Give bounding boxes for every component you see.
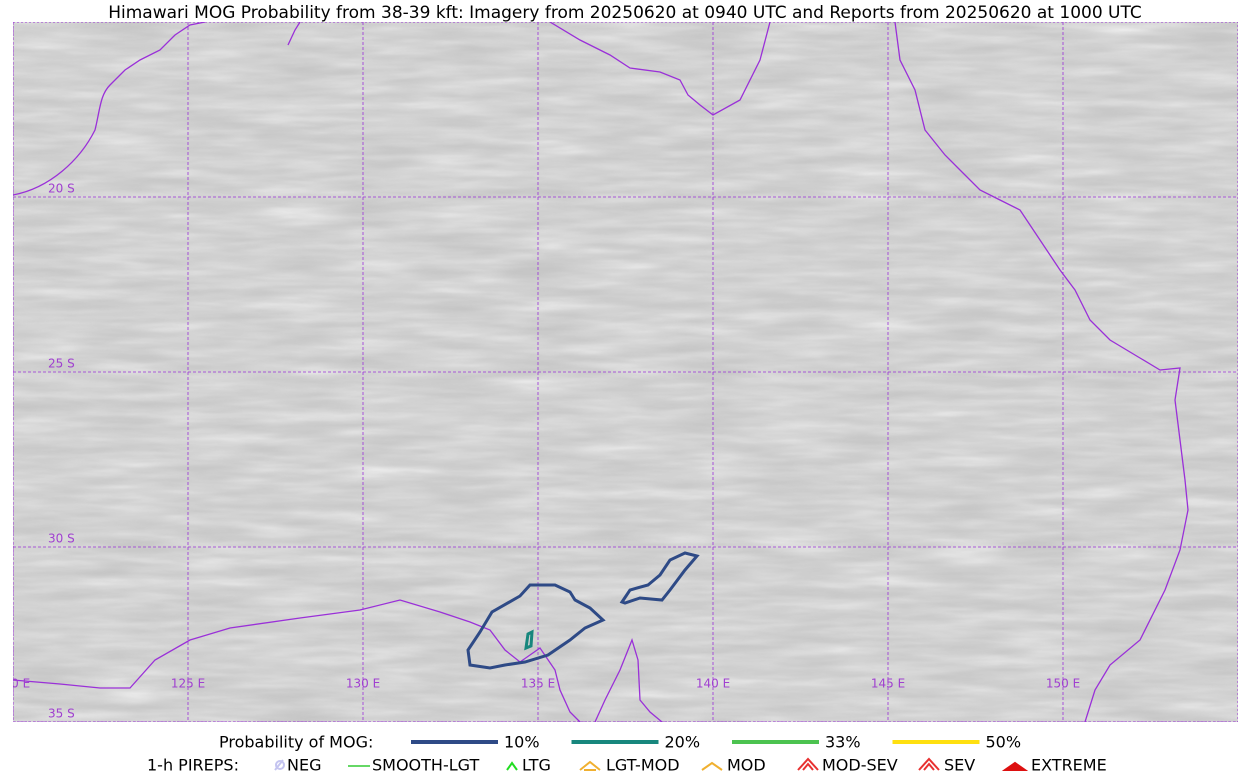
contour-10 xyxy=(466,583,606,670)
lat-label: 25 S xyxy=(48,357,75,371)
pirep-icon xyxy=(579,760,601,771)
pirep-icon xyxy=(701,761,723,771)
legend-item: 33% xyxy=(825,733,861,752)
pirep-icon xyxy=(1001,761,1029,771)
pirep-icon xyxy=(797,757,819,771)
lat-label: 30 S xyxy=(48,532,75,546)
contour-20 xyxy=(524,629,534,651)
legend-item: 20% xyxy=(665,733,701,752)
pirep-item: SMOOTH-LGT xyxy=(372,756,479,775)
pirep-item: LGT-MOD xyxy=(606,756,680,775)
coastline xyxy=(594,638,663,722)
lon-label: 120 E xyxy=(0,677,30,691)
graticule: 120 E 125 E 130 E 135 E 140 E 145 E 150 E 20 S 2… xyxy=(0,22,1238,722)
legend: Probability of MOG: 10% 20% 33% 50% xyxy=(219,733,1021,752)
legend-item: 50% xyxy=(986,733,1022,752)
coastlines xyxy=(13,22,1189,722)
coastline xyxy=(287,22,301,46)
pirep-icon xyxy=(274,759,286,771)
coastline xyxy=(894,22,1189,722)
pirep-item: EXTREME xyxy=(1031,756,1107,775)
lon-label: 130 E xyxy=(346,677,380,691)
lon-label: 150 E xyxy=(1046,677,1080,691)
pirep-icon xyxy=(918,757,940,771)
lon-label: 145 E xyxy=(871,677,905,691)
contours xyxy=(466,551,700,670)
pirep-icon xyxy=(506,761,518,771)
pirep-label: 1-h PIREPS: xyxy=(147,756,239,775)
coastline xyxy=(13,22,206,196)
contour-10 xyxy=(619,551,700,605)
map: 120 E 125 E 130 E 135 E 140 E 145 E 150 E 20 S 2… xyxy=(0,22,1238,722)
legend-item: 10% xyxy=(504,733,540,752)
legend-label: Probability of MOG: xyxy=(219,733,373,752)
pirep-item: NEG xyxy=(287,756,321,775)
pirep-item: SEV xyxy=(944,756,975,775)
pirep-item: MOD xyxy=(727,756,766,775)
coastline xyxy=(13,599,581,722)
coastline xyxy=(549,22,771,116)
lon-label: 140 E xyxy=(696,677,730,691)
lon-label: 125 E xyxy=(171,677,205,691)
pirep-item: MOD-SEV xyxy=(822,756,898,775)
lat-label: 35 S xyxy=(48,707,75,721)
pirep-legend: 1-h PIREPS: NEG SMOOTH-LGT LTG LGT-MOD MOD MOD… xyxy=(147,756,1107,775)
pirep-item: LTG xyxy=(522,756,551,775)
title: Himawari MOG Probability from 38-39 kft:… xyxy=(108,3,1142,23)
lon-label: 135 E xyxy=(521,677,555,691)
lat-label: 20 S xyxy=(48,182,75,196)
